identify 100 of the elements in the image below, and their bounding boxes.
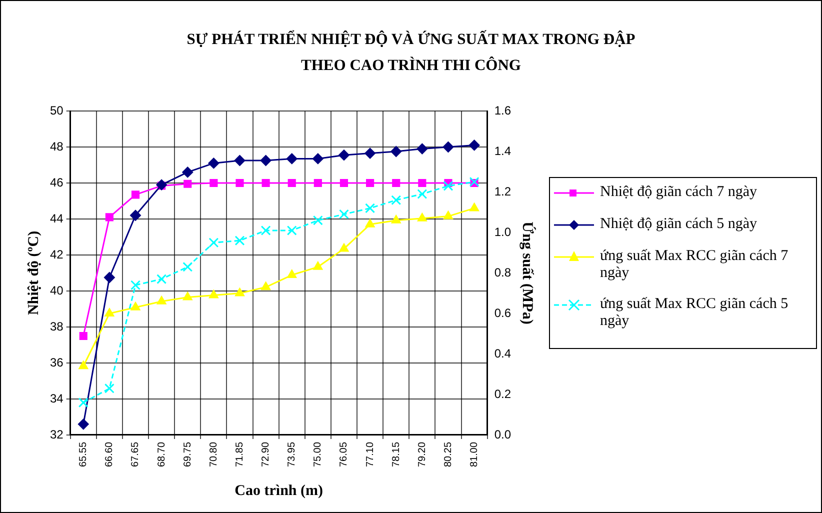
x-tick-label: 76.05 (338, 442, 350, 468)
point (418, 178, 426, 188)
x-axis-title: Cao trình (m) (234, 482, 323, 499)
point (208, 290, 219, 298)
point (312, 215, 323, 226)
legend-label: ứng suất Max RCC giãn cách 5 ngày (600, 296, 790, 330)
x-tick-label: 65.55 (78, 442, 90, 468)
point (234, 288, 245, 296)
point (130, 302, 140, 310)
point (392, 178, 400, 188)
y-tick-label: 36 (50, 355, 64, 370)
point (156, 274, 167, 284)
y2-tick-label: 0.2 (494, 386, 512, 401)
point (365, 218, 375, 228)
y-tick-label: 50 (50, 103, 64, 118)
x-tick-label: 66.60 (104, 442, 116, 468)
point (286, 153, 298, 164)
point (391, 195, 402, 206)
point (338, 209, 349, 220)
point (260, 282, 271, 290)
x-tick-label: 75.00 (312, 442, 324, 468)
y2-axis-title: Ứng suất (MPa) (519, 222, 536, 324)
point (288, 178, 296, 188)
point (312, 153, 324, 164)
point (105, 213, 114, 222)
y-tick-label: 38 (50, 319, 64, 334)
x-tick-label: 79.20 (416, 442, 428, 468)
y2-tick-label: 1.2 (494, 184, 512, 198)
point (130, 280, 140, 290)
y2-tick-label: 0.4 (494, 346, 512, 360)
point (78, 398, 88, 408)
point (236, 178, 244, 188)
point (104, 308, 114, 316)
point (416, 143, 428, 154)
y2-tick-label: 1.6 (494, 103, 512, 118)
point (131, 190, 140, 199)
y-tick-label: 34 (50, 391, 64, 406)
legend-label: ứng suất Max RCC giãn cách 7 ngày (600, 248, 790, 282)
point (391, 214, 401, 224)
point (184, 180, 192, 188)
y2-tick-label: 0.6 (494, 306, 512, 320)
point (469, 202, 480, 212)
point (442, 142, 454, 152)
point (260, 225, 271, 236)
y2-tick-label: 1.4 (494, 144, 512, 158)
point (210, 178, 218, 188)
point (286, 225, 297, 236)
y2-tick-label: 1.0 (494, 224, 512, 239)
x-tick-label: 72.90 (260, 442, 272, 468)
point (443, 180, 454, 191)
point (182, 292, 192, 300)
y2-tick-label: 0.8 (494, 265, 512, 280)
x-tick-label: 73.95 (286, 442, 298, 468)
point (313, 261, 323, 270)
point (443, 210, 454, 220)
point (182, 166, 194, 178)
point (339, 243, 349, 252)
y2-tick-label: 0.0 (494, 427, 512, 442)
x-tick-label: 70.80 (208, 442, 220, 468)
point (417, 212, 427, 222)
x-tick-label: 69.75 (182, 442, 194, 468)
point (287, 270, 297, 278)
point (260, 154, 272, 166)
point (234, 236, 245, 246)
point (104, 272, 115, 283)
point (78, 360, 88, 370)
point (262, 178, 270, 188)
point (338, 150, 350, 161)
y-axis-title: Nhiệt độ (ºC) (26, 230, 42, 316)
point (208, 158, 220, 169)
point (156, 296, 166, 304)
x-tick-label: 71.85 (234, 442, 246, 468)
point (104, 383, 114, 394)
chart-title: SỰ PHÁT TRIỂN NHIỆT ĐỘ VÀ ỨNG SUẤT MAX TRONG ĐẬP THEO CAO TRÌNH THI CÔNG (186, 29, 636, 76)
legend-label: Nhiệt độ giãn cách 5 ngày (600, 216, 758, 233)
y-tick-label: 32 (50, 427, 64, 442)
x-tick-label: 81.00 (469, 442, 480, 468)
x-tick-label: 80.25 (442, 442, 454, 468)
legend-label: Nhiệt độ giãn cách 7 ngày (600, 184, 758, 201)
point (365, 203, 376, 214)
x-tick-label: 78.15 (390, 442, 402, 468)
x-tick-label: 77.10 (364, 442, 376, 468)
point (156, 179, 168, 190)
y-tick-label: 40 (50, 283, 64, 298)
point (366, 178, 374, 188)
point (340, 178, 348, 188)
point (130, 210, 141, 221)
y-tick-label: 46 (50, 175, 64, 190)
point (314, 178, 322, 188)
point (182, 262, 193, 272)
point (468, 140, 480, 151)
point (208, 238, 219, 248)
point (78, 418, 89, 430)
y-tick-label: 48 (50, 139, 64, 154)
y-tick-label: 42 (50, 247, 64, 262)
x-tick-label: 67.65 (130, 442, 142, 468)
y-tick-label: 44 (50, 211, 64, 226)
point (417, 189, 428, 200)
x-tick-label: 68.70 (156, 442, 168, 468)
point (79, 332, 88, 340)
